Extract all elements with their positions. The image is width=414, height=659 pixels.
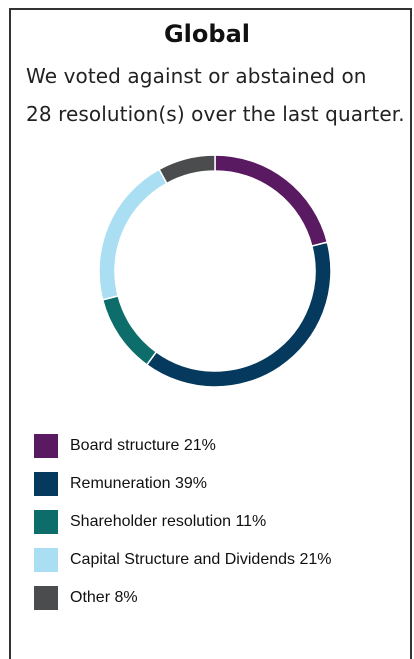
- chart-title: Global: [163, 20, 250, 48]
- legend-label: Board structure 21%: [70, 437, 216, 454]
- donut-slice-board-structure: [214, 154, 329, 248]
- subtitle-line-1: We voted against or abstained on: [26, 64, 367, 88]
- legend-label: Remuneration 39%: [70, 475, 207, 492]
- donut-slice-shareholder-resolution: [101, 294, 158, 366]
- legend-item-remuneration: Remuneration 39%: [34, 472, 394, 496]
- legend-item-shareholder-resolution: Shareholder resolution 11%: [34, 510, 394, 534]
- legend-swatch: [34, 434, 58, 458]
- legend-item-other: Other 8%: [34, 586, 394, 610]
- legend-swatch: [34, 586, 58, 610]
- card-frame: [9, 8, 412, 659]
- donut-slice-capital-structure-and-dividends: [98, 168, 168, 301]
- legend-swatch: [34, 510, 58, 534]
- subtitle-line-2: 28 resolution(s) over the last quarter.: [26, 102, 405, 126]
- legend-label: Capital Structure and Dividends 21%: [70, 551, 332, 568]
- legend-label: Other 8%: [70, 589, 138, 606]
- legend-item-capital-structure-and-dividends: Capital Structure and Dividends 21%: [34, 548, 394, 572]
- donut-slice-remuneration: [145, 241, 332, 388]
- legend-item-board-structure: Board structure 21%: [34, 434, 394, 458]
- legend-swatch: [34, 472, 58, 496]
- legend-label: Shareholder resolution 11%: [70, 513, 267, 530]
- donut-slice-other: [158, 154, 216, 185]
- legend-swatch: [34, 548, 58, 572]
